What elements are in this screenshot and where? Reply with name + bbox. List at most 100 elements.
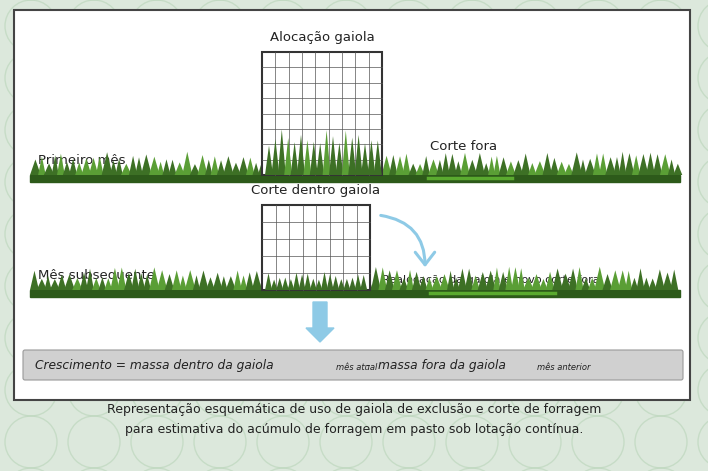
- Polygon shape: [613, 157, 621, 175]
- Polygon shape: [518, 268, 525, 290]
- Polygon shape: [382, 156, 392, 175]
- Polygon shape: [576, 267, 583, 290]
- Polygon shape: [272, 273, 282, 290]
- Polygon shape: [129, 156, 137, 175]
- Polygon shape: [521, 154, 530, 175]
- Polygon shape: [498, 157, 508, 175]
- Polygon shape: [304, 140, 312, 175]
- Polygon shape: [625, 271, 632, 290]
- Polygon shape: [475, 153, 485, 175]
- Polygon shape: [374, 140, 382, 175]
- Polygon shape: [668, 160, 675, 175]
- Polygon shape: [389, 155, 398, 175]
- Polygon shape: [365, 277, 372, 290]
- Polygon shape: [327, 271, 336, 290]
- Polygon shape: [528, 163, 537, 175]
- Polygon shape: [511, 267, 520, 290]
- Polygon shape: [338, 279, 345, 290]
- Polygon shape: [121, 164, 132, 175]
- Polygon shape: [165, 274, 174, 290]
- Polygon shape: [135, 157, 143, 175]
- Polygon shape: [297, 135, 305, 175]
- Polygon shape: [278, 130, 286, 175]
- Polygon shape: [442, 153, 450, 175]
- Polygon shape: [464, 268, 474, 290]
- Polygon shape: [239, 157, 249, 175]
- Polygon shape: [323, 130, 331, 175]
- Polygon shape: [396, 156, 404, 175]
- Polygon shape: [259, 273, 268, 290]
- Polygon shape: [98, 277, 106, 290]
- Polygon shape: [412, 272, 421, 290]
- Polygon shape: [212, 273, 222, 290]
- Polygon shape: [588, 278, 596, 290]
- Polygon shape: [336, 143, 343, 175]
- Text: Alocação gaiola: Alocação gaiola: [270, 31, 375, 44]
- Polygon shape: [603, 274, 612, 290]
- Polygon shape: [594, 267, 605, 290]
- Text: Primeiro mês: Primeiro mês: [38, 154, 125, 167]
- Polygon shape: [619, 152, 627, 175]
- Polygon shape: [315, 280, 322, 290]
- Polygon shape: [360, 271, 367, 290]
- Polygon shape: [38, 157, 46, 175]
- Polygon shape: [488, 156, 495, 175]
- Polygon shape: [118, 268, 126, 290]
- Polygon shape: [57, 154, 65, 175]
- FancyArrow shape: [306, 302, 334, 342]
- Text: mês anterior: mês anterior: [537, 364, 590, 373]
- Polygon shape: [217, 160, 225, 175]
- Polygon shape: [431, 276, 442, 290]
- Polygon shape: [75, 162, 84, 175]
- Polygon shape: [673, 164, 683, 175]
- Polygon shape: [246, 158, 255, 175]
- Polygon shape: [355, 135, 362, 175]
- Polygon shape: [493, 268, 501, 290]
- Polygon shape: [513, 160, 523, 175]
- Polygon shape: [342, 130, 350, 175]
- Polygon shape: [618, 270, 627, 290]
- Polygon shape: [371, 267, 381, 290]
- Polygon shape: [643, 278, 650, 290]
- FancyArrowPatch shape: [381, 215, 435, 265]
- Polygon shape: [599, 154, 607, 175]
- Polygon shape: [293, 273, 300, 290]
- Polygon shape: [258, 160, 267, 175]
- Polygon shape: [367, 153, 375, 175]
- Polygon shape: [549, 158, 559, 175]
- Polygon shape: [655, 269, 665, 290]
- Polygon shape: [585, 159, 595, 175]
- Polygon shape: [341, 271, 348, 290]
- Polygon shape: [416, 164, 425, 175]
- Polygon shape: [304, 274, 312, 290]
- Polygon shape: [124, 273, 134, 290]
- Polygon shape: [198, 270, 209, 290]
- Polygon shape: [69, 159, 77, 175]
- Polygon shape: [104, 278, 113, 290]
- Polygon shape: [157, 270, 167, 290]
- Polygon shape: [80, 272, 88, 290]
- Polygon shape: [329, 136, 337, 175]
- Polygon shape: [632, 155, 641, 175]
- Polygon shape: [426, 277, 433, 290]
- Polygon shape: [493, 156, 501, 175]
- Polygon shape: [223, 156, 234, 175]
- Polygon shape: [326, 274, 333, 290]
- Polygon shape: [467, 160, 477, 175]
- Polygon shape: [360, 275, 367, 290]
- Polygon shape: [286, 270, 296, 290]
- Polygon shape: [299, 274, 306, 290]
- Text: mês atual: mês atual: [336, 364, 377, 373]
- Polygon shape: [143, 275, 151, 290]
- Polygon shape: [472, 276, 480, 290]
- Polygon shape: [610, 270, 620, 290]
- Polygon shape: [290, 142, 299, 175]
- Polygon shape: [458, 268, 467, 290]
- Polygon shape: [149, 157, 160, 175]
- Polygon shape: [285, 156, 295, 175]
- Polygon shape: [265, 273, 272, 290]
- Polygon shape: [357, 161, 364, 175]
- Polygon shape: [636, 268, 644, 290]
- Polygon shape: [354, 267, 362, 290]
- Polygon shape: [314, 270, 321, 290]
